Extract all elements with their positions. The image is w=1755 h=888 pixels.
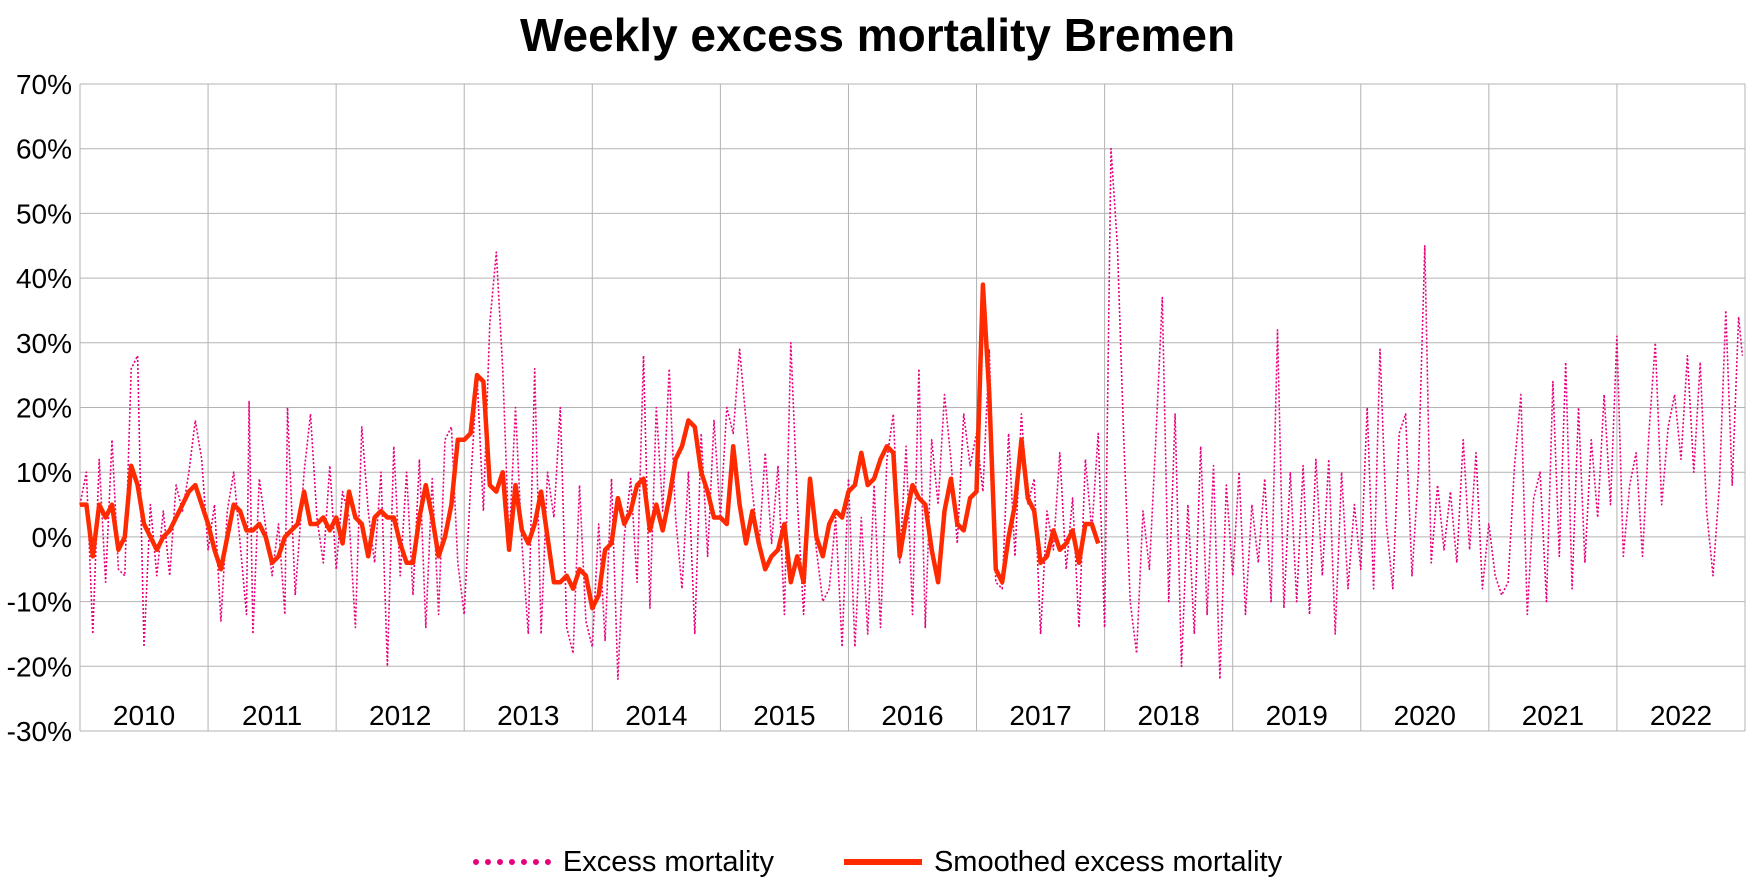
x-tick-label: 2021 <box>1522 700 1584 731</box>
legend-label-excess: Excess mortality <box>562 845 774 878</box>
chart-title: Weekly excess mortality Bremen <box>519 9 1236 61</box>
y-tick-label: -20% <box>7 651 72 682</box>
legend-swatch-excess <box>472 859 551 865</box>
legend-item-smoothed: Smoothed excess mortality <box>843 845 1283 879</box>
series-smoothed-line <box>80 282 1101 611</box>
x-tick-label: 2015 <box>753 700 815 731</box>
x-tick-label: 2012 <box>369 700 431 731</box>
legend: Excess mortality Smoothed excess mortali… <box>0 840 1755 884</box>
y-tick-label: 50% <box>16 198 72 229</box>
y-tick-label: 30% <box>16 328 72 359</box>
y-tick-label: 40% <box>16 263 72 294</box>
x-tick-label: 2020 <box>1394 700 1456 731</box>
x-tick-label: 2022 <box>1650 700 1712 731</box>
y-tick-label: 0% <box>32 522 72 553</box>
x-tick-label: 2013 <box>497 700 559 731</box>
legend-label-smoothed: Smoothed excess mortality <box>933 845 1283 878</box>
x-tick-label: 2016 <box>881 700 943 731</box>
y-tick-label: -10% <box>7 587 72 618</box>
x-tick-label: 2010 <box>113 700 175 731</box>
x-tick-label: 2017 <box>1009 700 1071 731</box>
legend-swatch-smoothed <box>843 859 922 865</box>
x-tick-label: 2011 <box>242 700 302 731</box>
series-excess-line <box>79 147 1744 680</box>
x-tick-label: 2019 <box>1266 700 1328 731</box>
y-tick-label: 60% <box>16 134 72 165</box>
y-tick-label: -30% <box>7 716 72 747</box>
x-tick-label: 2014 <box>625 700 687 731</box>
y-tick-label: 10% <box>16 457 72 488</box>
y-tick-label: 70% <box>16 69 72 100</box>
legend-item-excess: Excess mortality <box>472 845 774 879</box>
y-tick-label: 20% <box>16 393 72 424</box>
x-tick-label: 2018 <box>1138 700 1200 731</box>
